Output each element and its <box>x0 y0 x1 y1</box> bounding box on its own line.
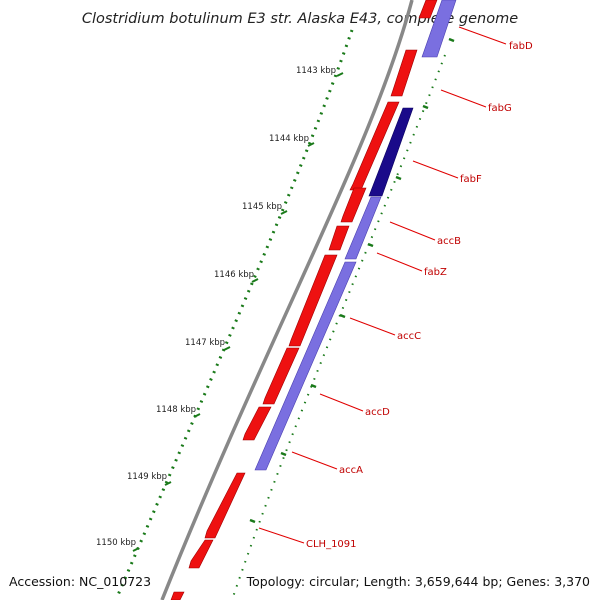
genome-backbone <box>160 0 414 600</box>
tick-mark <box>223 346 231 351</box>
leader-line-CLH_1091 <box>258 527 305 544</box>
leader-line-accC <box>349 317 396 336</box>
gene-labels: fabD fabG fabF accB fabZ accC accD accA … <box>306 41 533 550</box>
leader-lines <box>258 26 507 544</box>
gene-arrow-forward <box>204 472 246 539</box>
gene-arrow-reverse <box>344 196 382 260</box>
inner-dash <box>422 104 429 110</box>
gene-arrow-forward <box>188 539 214 569</box>
scale-ring <box>116 29 354 596</box>
gene-label-fabG: fabG <box>488 103 512 114</box>
inner-dash <box>249 518 256 524</box>
gene-arrow-forward <box>262 347 300 405</box>
gene-label-fabD: fabD <box>509 41 533 52</box>
gene-label-accB: accB <box>437 236 461 247</box>
inner-dash <box>448 37 455 43</box>
gene-arrow-forward <box>288 254 338 347</box>
gene-arrow-forward <box>328 225 350 251</box>
inner-dash <box>395 175 402 181</box>
inner-dash <box>310 383 317 389</box>
gene-arrow-forward <box>390 49 418 97</box>
gene-arrow-forward <box>418 0 438 19</box>
gene-arrow-forward <box>340 187 367 223</box>
tick-mark <box>336 72 344 77</box>
tick-mark <box>251 278 259 283</box>
reverse-strand-genes <box>254 0 457 471</box>
map-title: Clostridium botulinum E3 str. Alaska E43… <box>82 11 518 27</box>
leader-line-accB <box>389 221 436 241</box>
genome-summary-text: Topology: circular; Length: 3,659,644 bp… <box>246 574 590 589</box>
leader-line-accD <box>319 393 364 412</box>
gene-arrow-forward <box>170 591 185 600</box>
tick-mark <box>280 210 288 215</box>
tick-mark <box>164 481 172 486</box>
leader-line-fabZ <box>376 252 423 272</box>
tick-label-1144: 1144 kbp <box>269 134 309 144</box>
gene-arrow-reverse <box>368 107 414 197</box>
leader-line-fabG <box>440 89 487 108</box>
leader-line-fabD <box>458 26 507 45</box>
tick-label-1148: 1148 kbp <box>156 405 196 415</box>
inner-dotted-ring <box>231 54 446 600</box>
gene-label-accD: accD <box>365 407 390 418</box>
leader-line-accA <box>291 451 338 470</box>
tick-label-1143: 1143 kbp <box>296 66 336 76</box>
accession-text: Accession: NC_010723 <box>9 574 151 589</box>
scale-ticks: 1143 kbp 1144 kbp 1145 kbp 1146 kbp 1147… <box>96 66 344 552</box>
tick-label-1150: 1150 kbp <box>96 538 136 548</box>
gene-label-CLH_1091: CLH_1091 <box>306 539 357 550</box>
gene-arrow-reverse <box>421 0 457 58</box>
tick-label-1149: 1149 kbp <box>127 472 167 482</box>
inner-dash <box>280 451 287 457</box>
tick-mark <box>132 547 140 552</box>
gene-label-fabF: fabF <box>460 174 482 185</box>
tick-label-1145: 1145 kbp <box>242 202 282 212</box>
gene-label-accC: accC <box>397 331 421 342</box>
tick-label-1147: 1147 kbp <box>185 338 225 348</box>
tick-label-1146: 1146 kbp <box>214 270 254 280</box>
gene-arrow-reverse <box>254 261 357 471</box>
tick-mark <box>307 142 315 147</box>
gene-arrow-forward <box>242 406 272 441</box>
gene-label-accA: accA <box>339 465 363 476</box>
gene-label-fabZ: fabZ <box>424 267 447 278</box>
leader-line-fabF <box>412 160 459 179</box>
tick-mark <box>193 413 201 418</box>
forward-strand-genes <box>170 0 438 600</box>
